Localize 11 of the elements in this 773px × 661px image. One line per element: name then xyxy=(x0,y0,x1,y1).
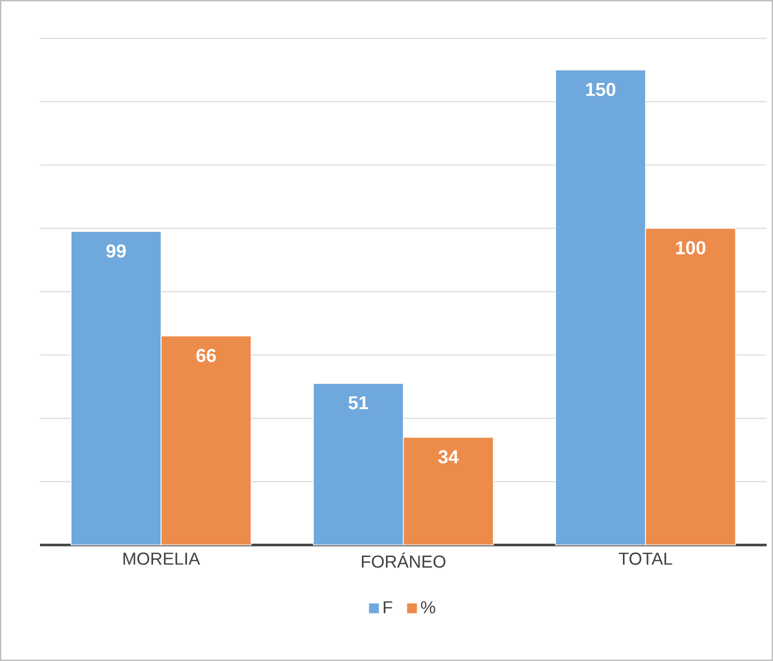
data-label: 51 xyxy=(348,396,368,410)
legend-label: % xyxy=(421,601,436,614)
legend-label: F xyxy=(384,601,392,614)
data-label: 100 xyxy=(676,241,706,254)
x-tick-label: FORÁNEO xyxy=(362,552,446,568)
x-tick-label: MORELIA xyxy=(124,552,200,565)
data-label: 66 xyxy=(196,348,216,362)
data-label: 99 xyxy=(106,244,126,258)
data-label: 150 xyxy=(586,82,616,96)
data-label: 34 xyxy=(438,450,459,464)
x-tick-label: TOTAL xyxy=(618,552,672,565)
